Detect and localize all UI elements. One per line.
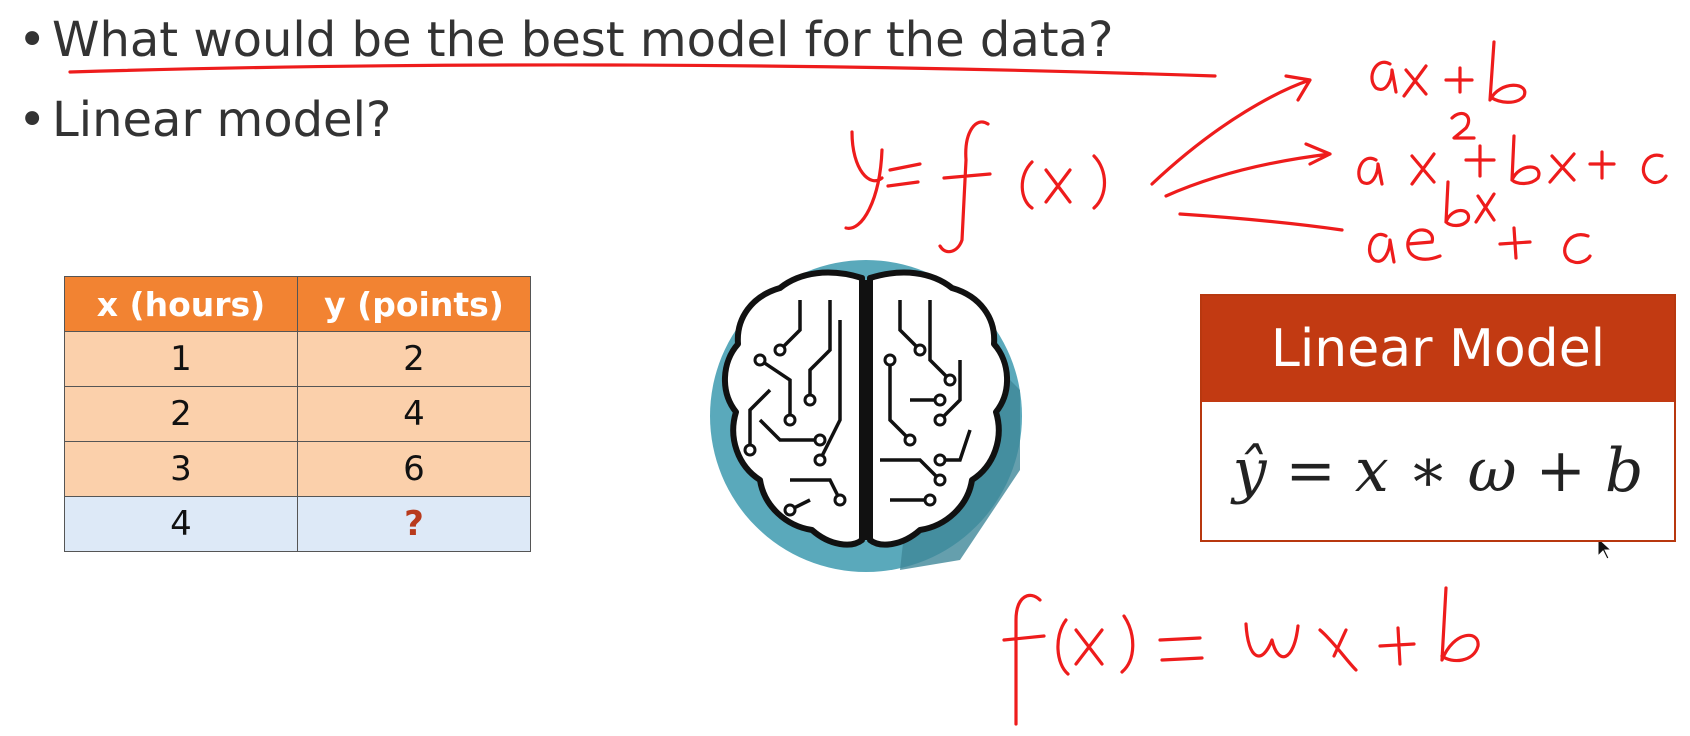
bullet-text: What would be the best model for the dat… bbox=[52, 12, 1114, 68]
bullet-dot: • bbox=[18, 12, 47, 68]
bullet-linear-model: • Linear model? bbox=[18, 96, 391, 144]
bullet-dot: • bbox=[18, 92, 47, 148]
cell-x: 1 bbox=[64, 331, 298, 387]
handwritten-annotations bbox=[68, 40, 1668, 726]
mouse-cursor-icon bbox=[1597, 536, 1613, 560]
cell-x: 4 bbox=[64, 496, 298, 552]
linear-model-formula: ŷ = x ∗ ω + b bbox=[1232, 436, 1644, 506]
linear-model-card: Linear Model ŷ = x ∗ ω + b bbox=[1200, 294, 1676, 542]
unknown-value: ? bbox=[297, 496, 531, 552]
bullet-text: Linear model? bbox=[52, 92, 392, 148]
cell-x: 3 bbox=[64, 441, 298, 497]
table-row: 2 4 bbox=[64, 386, 531, 442]
table-row: 3 6 bbox=[64, 441, 531, 497]
table-header-row: x (hours) y (points) bbox=[64, 276, 531, 332]
underline-stroke bbox=[68, 63, 1217, 78]
linear-model-title: Linear Model bbox=[1202, 296, 1674, 402]
cell-y: 6 bbox=[297, 441, 531, 497]
brain-circuit-icon bbox=[710, 260, 1022, 572]
bullet-question: • What would be the best model for the da… bbox=[18, 16, 1113, 64]
prediction-row: 4 ? bbox=[64, 496, 531, 552]
cell-y: 4 bbox=[297, 386, 531, 442]
data-table: x (hours) y (points) 1 2 2 4 3 6 4 ? bbox=[64, 276, 531, 552]
table-row: 1 2 bbox=[64, 331, 531, 387]
column-header-x: x (hours) bbox=[64, 276, 298, 332]
cell-y: 2 bbox=[297, 331, 531, 387]
cell-x: 2 bbox=[64, 386, 298, 442]
column-header-y: y (points) bbox=[297, 276, 531, 332]
